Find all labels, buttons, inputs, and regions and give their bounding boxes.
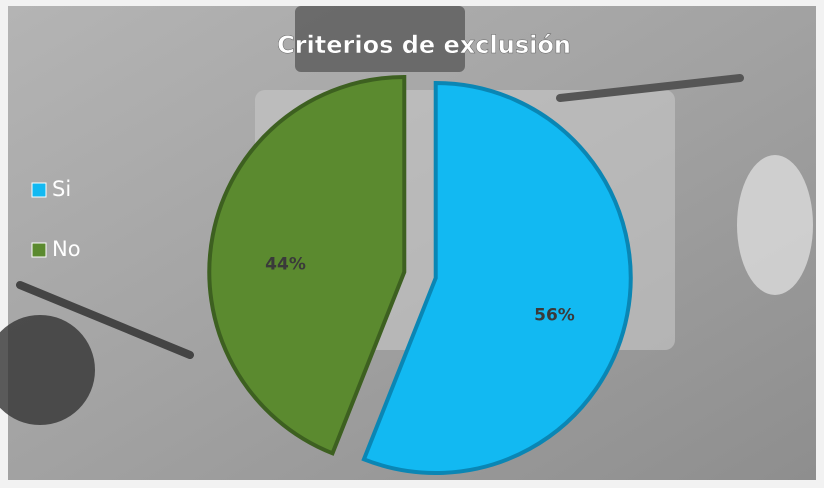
chart: Criterios de exclusión 56% 44% Si No <box>0 0 824 488</box>
mouse <box>737 155 813 295</box>
legend-label: No <box>52 237 81 261</box>
data-label: 56% <box>534 306 575 326</box>
data-label: 44% <box>265 254 306 274</box>
legend-swatch <box>32 183 46 197</box>
legend-label: Si <box>52 177 71 201</box>
legend-swatch <box>32 243 46 257</box>
chart-title: Criterios de exclusión <box>277 31 571 59</box>
